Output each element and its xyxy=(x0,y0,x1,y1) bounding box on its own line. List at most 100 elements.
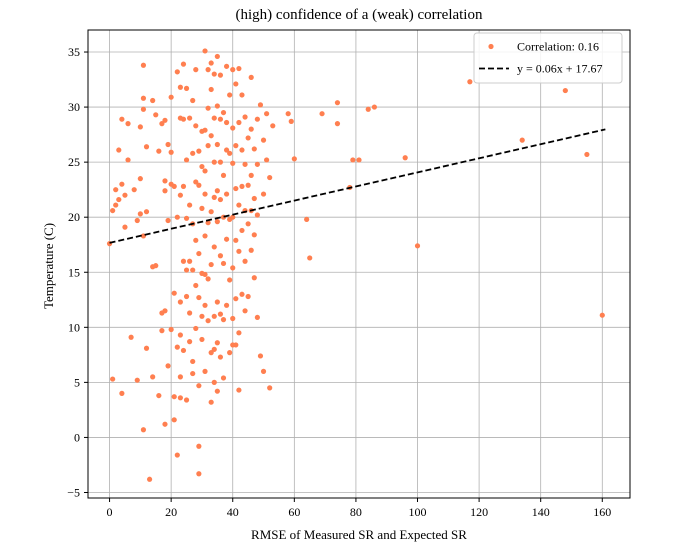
y-tick-label: 10 xyxy=(68,320,80,334)
scatter-point xyxy=(174,344,180,350)
scatter-point xyxy=(214,53,220,60)
scatter-point xyxy=(227,92,233,98)
scatter-point xyxy=(146,476,153,482)
scatter-point xyxy=(220,375,227,381)
scatter-point xyxy=(307,255,313,261)
scatter-point xyxy=(245,293,251,300)
scatter-point xyxy=(177,332,183,338)
scatter-point xyxy=(267,174,273,181)
scatter-point xyxy=(187,258,193,264)
scatter-point xyxy=(159,328,165,334)
scatter-point xyxy=(116,196,122,203)
scatter-point xyxy=(211,244,217,250)
scatter-point xyxy=(208,133,214,139)
scatter-point xyxy=(202,302,208,308)
scatter-point xyxy=(177,395,183,401)
scatter-point xyxy=(208,350,214,356)
scatter-point xyxy=(193,67,199,73)
scatter-point xyxy=(248,247,254,253)
scatter-point xyxy=(171,183,177,189)
scatter-point xyxy=(168,326,174,333)
scatter-point xyxy=(220,172,227,178)
scatter-point xyxy=(208,86,214,93)
scatter-point xyxy=(230,67,236,73)
scatter-point xyxy=(239,92,245,98)
y-tick-label: 30 xyxy=(68,100,80,114)
scatter-point xyxy=(162,188,168,194)
scatter-point xyxy=(119,390,125,396)
scatter-point xyxy=(288,118,294,124)
scatter-point xyxy=(214,141,220,148)
scatter-point xyxy=(110,207,116,214)
scatter-point xyxy=(131,187,137,193)
scatter-point xyxy=(125,157,131,163)
scatter-point xyxy=(211,159,217,165)
y-tick-label: 25 xyxy=(68,155,80,169)
scatter-point xyxy=(162,308,168,314)
scatter-point xyxy=(230,125,236,131)
scatter-point xyxy=(211,194,217,200)
scatter-point xyxy=(196,471,202,477)
scatter-point xyxy=(140,427,147,433)
scatter-point xyxy=(177,374,183,380)
scatter-point xyxy=(140,95,147,101)
scatter-point xyxy=(217,196,224,203)
scatter-point xyxy=(599,312,605,318)
scatter-point xyxy=(196,250,202,257)
scatter-point xyxy=(239,291,245,297)
scatter-point xyxy=(190,267,196,273)
scatter-point xyxy=(183,293,190,300)
scatter-point xyxy=(211,115,217,121)
scatter-point xyxy=(220,260,227,267)
scatter-point xyxy=(202,191,208,197)
scatter-point xyxy=(168,94,174,100)
scatter-point xyxy=(202,127,208,133)
x-axis-label: RMSE of Measured SR and Expected SR xyxy=(251,527,467,542)
scatter-point xyxy=(180,258,187,264)
scatter-point xyxy=(214,340,220,346)
scatter-point xyxy=(174,452,180,458)
scatter-point xyxy=(153,263,159,269)
scatter-point xyxy=(153,112,159,118)
scatter-point xyxy=(211,379,217,385)
scatter-point xyxy=(254,116,260,122)
scatter-point xyxy=(319,111,325,117)
scatter-point xyxy=(177,299,183,305)
scatter-point xyxy=(193,123,199,129)
scatter-point xyxy=(236,330,242,336)
scatter-point xyxy=(584,151,590,158)
scatter-point xyxy=(119,116,125,122)
y-axis-label: Temperature (C) xyxy=(41,223,56,309)
scatter-point xyxy=(248,126,254,132)
scatter-point xyxy=(230,214,236,220)
scatter-point xyxy=(165,217,171,224)
y-tick-label: 20 xyxy=(68,210,80,224)
scatter-point xyxy=(137,176,143,182)
legend-entry-line: y = 0.06x + 17.67 xyxy=(517,62,603,76)
scatter-point xyxy=(205,276,211,282)
scatter-point xyxy=(245,182,251,188)
y-tick-label: 35 xyxy=(68,45,80,59)
x-tick-label: 60 xyxy=(288,505,300,519)
scatter-point xyxy=(304,216,310,223)
scatter-point xyxy=(350,157,356,163)
x-tick-label: 120 xyxy=(470,505,488,519)
scatter-point xyxy=(245,135,251,141)
scatter-point xyxy=(211,313,217,319)
scatter-point xyxy=(251,232,257,238)
scatter-point xyxy=(230,315,236,322)
scatter-point xyxy=(143,345,150,351)
scatter-point xyxy=(122,192,128,198)
scatter-point xyxy=(233,185,239,192)
x-tick-label: 160 xyxy=(593,505,611,519)
scatter-point xyxy=(183,215,190,221)
legend: Correlation: 0.16 y = 0.06x + 17.67 xyxy=(473,32,623,84)
scatter-point xyxy=(187,202,193,208)
scatter-point xyxy=(193,325,199,332)
scatter-point xyxy=(402,155,408,161)
scatter-point xyxy=(254,314,260,321)
scatter-point xyxy=(116,147,122,153)
scatter-point xyxy=(214,219,220,225)
legend-box xyxy=(473,32,623,84)
scatter-point xyxy=(119,181,125,187)
